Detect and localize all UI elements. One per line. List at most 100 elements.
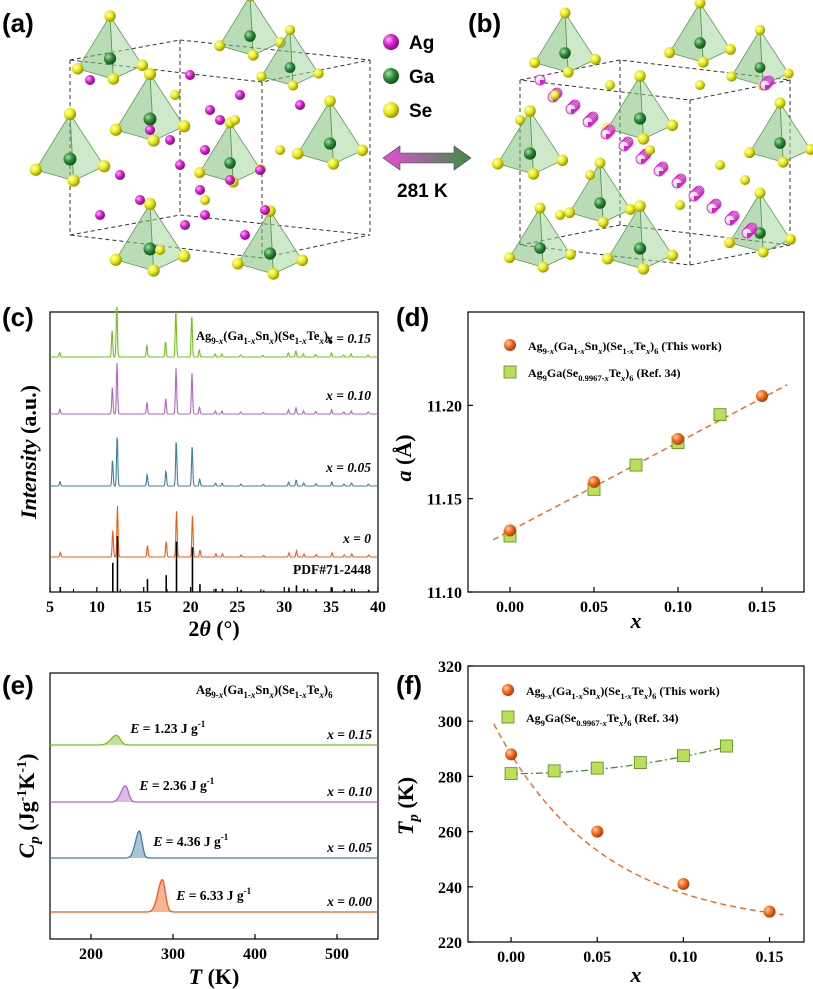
panel-label-a: (a): [2, 8, 34, 38]
xrd-series-label: x = 0.10: [325, 388, 371, 403]
tetrahedron-face: [229, 121, 261, 183]
ga-atom: [224, 157, 236, 169]
se-atom: [754, 24, 766, 36]
tetrahedron-face: [149, 202, 185, 272]
panel-label-d: (d): [396, 302, 429, 332]
se-atom: [356, 144, 369, 157]
x-tick-label-e: 300: [161, 946, 185, 963]
x-tick-label-c: 15: [136, 599, 152, 616]
ag-atom: [200, 145, 210, 155]
se-atom: [664, 47, 676, 59]
x-tick-label-f: 0.10: [669, 949, 697, 966]
tetrahedron-face: [539, 206, 571, 268]
ag-atom: [205, 105, 215, 115]
plot-frame-d: [467, 311, 805, 593]
se-atom: [556, 154, 569, 167]
plot-frame-e: [49, 672, 379, 940]
panel-label-e: (e): [2, 670, 34, 700]
y-tick-label-f: 220: [438, 935, 462, 952]
x-tick-label-c: 20: [183, 599, 199, 616]
y-tick-label-f: 260: [438, 825, 462, 842]
plot-frame-f: [467, 665, 805, 943]
ag-occupancy-fraction: [677, 183, 682, 188]
dsc-curve-line: [50, 878, 378, 913]
this-work-data-point: [504, 524, 516, 537]
atom-legend: Ag Ga Se: [383, 33, 435, 122]
dsc-peak-area: [109, 785, 141, 802]
xlabel-f: x: [630, 962, 642, 987]
se-atom: [637, 133, 650, 145]
se-atom: [504, 252, 516, 264]
se-atom: [155, 245, 165, 255]
dsc-energy-label: E = 6.33 J g-1: [175, 886, 251, 903]
xrd-pattern-line: [50, 306, 378, 358]
se-atom: [634, 200, 646, 212]
x-tick-label-e: 500: [325, 946, 349, 963]
ga-atom: [284, 62, 296, 73]
se-atom: [178, 120, 191, 133]
se-atom: [178, 250, 191, 263]
ga-atom: [633, 112, 647, 125]
tetrahedron-face: [599, 161, 631, 223]
ga-atom: [244, 30, 256, 42]
xrd-plot: 5 10 15 20 25 30 35 40 x = 0.15 x = 0.10 x = 0.05 x…: [46, 306, 386, 616]
x-tick-label-f: 0.15: [756, 949, 784, 966]
transition-arrow: 281 K: [382, 145, 472, 202]
ga-atom: [559, 47, 571, 59]
xrd-series-label: x = 0.15: [325, 331, 371, 346]
se-atom: [275, 145, 285, 155]
ag-atom: [185, 70, 195, 80]
dsc-peak-area: [96, 735, 137, 745]
se-legend-icon: [383, 102, 399, 118]
se-atom: [246, 0, 254, 2]
dsc-peak-area: [146, 879, 178, 912]
se-atom: [284, 24, 296, 36]
ag-occupancy-fraction: [641, 159, 646, 164]
tetrahedron-face: [149, 72, 185, 142]
ag-atom: [235, 90, 245, 100]
se-atom: [109, 123, 122, 136]
dsc-energy-label: E = 4.36 J g-1: [152, 832, 228, 849]
se-atom: [585, 170, 595, 180]
legend-f-this-work-marker: [502, 684, 514, 696]
ag-occupancy-fraction: [606, 134, 611, 139]
se-atom: [550, 90, 560, 100]
x-tick-label-c: 5: [46, 599, 54, 616]
se-atom: [537, 261, 549, 273]
y-tick-label-f: 300: [438, 714, 462, 731]
formula-c: Ag9-x(Ga1-xSnx)(Se1-xTex)6: [196, 329, 333, 346]
se-atom: [564, 248, 576, 260]
ag-atom: [255, 165, 265, 175]
y-tick-label-f: 280: [438, 769, 462, 786]
tetrahedron-face: [109, 14, 143, 80]
ag-occupancy-fraction: [624, 146, 629, 151]
ag-atom: [225, 175, 235, 185]
ref-data-point: [720, 739, 733, 753]
dsc-series-label: x = 0.15: [326, 727, 372, 742]
ag-atom: [295, 100, 305, 110]
ag-occupancy-fraction: [765, 85, 770, 90]
pdf-label: PDF#71-2448: [293, 562, 371, 577]
legend-f: Ag9-x(Ga1-xSnx)(Se1-xTex)6 (This work) A…: [501, 684, 720, 728]
ylabel-e: Cp (Jg-1K-1): [14, 754, 43, 859]
se-atom: [715, 160, 725, 170]
tetrahedron-face: [779, 101, 811, 163]
panel-e: (e) 200 300 400 500 E = 1.23 J g-1 x = 0.15 E …: [2, 670, 379, 989]
ga-atom: [534, 242, 546, 254]
se-atom: [324, 95, 336, 107]
se-atom: [231, 257, 244, 270]
se-atom: [491, 157, 504, 170]
ag-atom: [85, 75, 95, 85]
se-atom: [291, 147, 304, 160]
tetrahedron-face: [269, 209, 303, 275]
dsc-energy-label: E = 2.36 J g-1: [138, 776, 214, 793]
x-tick-label-d: 0.05: [580, 599, 608, 616]
panel-label-b: (b): [468, 8, 501, 38]
xlabel-e: T (K): [189, 964, 240, 989]
se-atom: [63, 107, 77, 121]
ag-atom: [95, 210, 105, 220]
ylabel-c: Intensity (a.u.): [16, 385, 41, 520]
se-atom: [784, 233, 796, 245]
se-atom: [783, 68, 794, 79]
se-atom: [757, 246, 769, 258]
